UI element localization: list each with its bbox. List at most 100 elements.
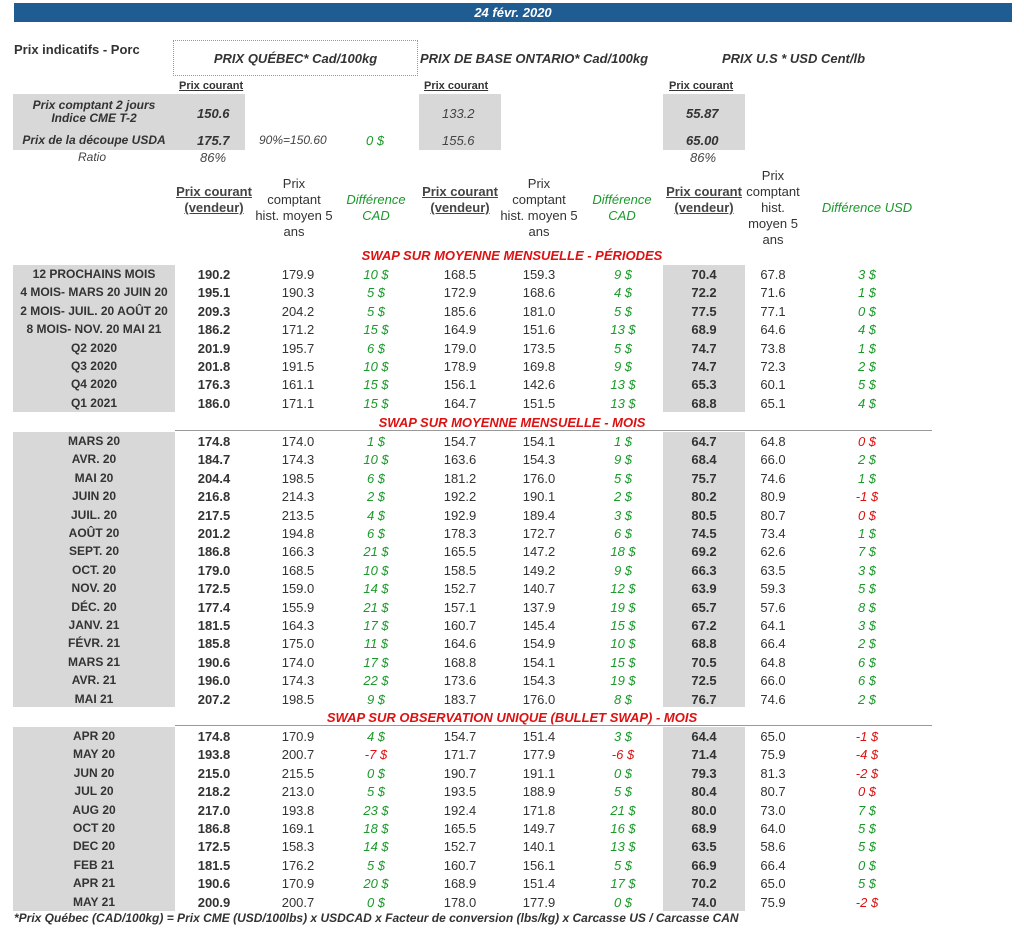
row-label-cell: MAY 21 <box>72 894 116 909</box>
qc-diff-cell: 5 $ <box>366 285 386 301</box>
on-courant-cell: 178.0 <box>443 894 477 910</box>
on-comptant-value: 133.2 <box>442 106 475 121</box>
on-diff-cell: 5 $ <box>613 470 633 486</box>
table-row: AVR. 21 196.0 174.3 22 $ 173.6 154.3 19 $ 72.5 6… <box>0 672 1024 691</box>
on-diff-cell: 15 $ <box>610 654 636 670</box>
table-row: Q1 2021 186.0 171.1 15 $ 164.7 151.5 13 $ 68.8 6… <box>0 395 1024 414</box>
on-courant-cell: 192.9 <box>443 507 477 523</box>
qc-diff-cell: 15 $ <box>363 322 389 338</box>
row-label-cell: OCT 20 <box>72 821 115 835</box>
on-hist-cell: 140.1 <box>522 839 556 855</box>
section2-us-bg <box>663 432 745 707</box>
row-label-cell: APR 20 <box>72 729 116 743</box>
row-label-cell: MARS 21 <box>67 654 120 669</box>
row-label-cell: 2 MOIS- JUIL. 20 AOÛT 20 <box>20 303 168 318</box>
qc-hist-cell: 214.3 <box>281 489 315 505</box>
qc-courant-cell: 201.9 <box>197 340 231 356</box>
us-courant-cell: 65.3 <box>691 377 717 393</box>
us-courant-cell: 68.9 <box>691 322 717 338</box>
on-hist-cell: 151.6 <box>522 322 556 338</box>
qc-courant-cell: 186.2 <box>197 322 231 338</box>
on-diff-cell: 3 $ <box>613 729 633 744</box>
us-column-title: PRIX U.S * USD Cent/lb <box>722 51 866 66</box>
qc-diff-cell: 21 $ <box>363 599 389 615</box>
us-diff-cell: -4 $ <box>855 747 879 763</box>
qc-hist-cell: 155.9 <box>281 599 315 615</box>
qc-courant-cell: 207.2 <box>197 691 231 707</box>
us-diff-cell: 7 $ <box>857 802 877 818</box>
row-label-cell: APR 21 <box>72 876 116 891</box>
qc-courant-cell: 172.5 <box>197 581 231 597</box>
qc-ratio-value: 86% <box>200 150 227 165</box>
table-row: 2 MOIS- JUIL. 20 AOÛT 20 209.3 204.2 5 $ 185… <box>0 303 1024 322</box>
section2-title: SWAP SUR MOYENNE MENSUELLE - MOIS <box>378 415 646 430</box>
qc-hist-cell: 213.0 <box>281 784 315 800</box>
on-hist-cell: 156.1 <box>522 857 556 873</box>
row-label-cell: JUIL. 20 <box>70 507 118 522</box>
row-label-cell: SEPT. 20 <box>68 544 120 559</box>
on-courant-cell: 165.5 <box>443 544 477 560</box>
us-hist-cell: 57.6 <box>760 599 786 615</box>
us-hist-cell: 58.6 <box>760 839 786 855</box>
qc-diff-cell: 4 $ <box>366 507 386 523</box>
row-label-cell: 8 MOIS- NOV. 20 MAI 21 <box>26 322 162 337</box>
on-diff-cell: 3 $ <box>613 507 633 523</box>
row-label-cell: JUN 20 <box>73 765 115 780</box>
on-courant-cell: 158.5 <box>443 562 477 578</box>
us-courant-cell: 80.4 <box>691 784 717 800</box>
us-hist-cell: 80.7 <box>760 507 786 523</box>
us-diff-cell: 5 $ <box>857 821 877 836</box>
on-diff-cell: 8 $ <box>613 691 633 707</box>
row-label-cell: MAY 20 <box>72 747 116 762</box>
on-hist-cell: 176.0 <box>522 470 556 486</box>
row-label-cell: MARS 20 <box>67 434 120 448</box>
us-courant-cell: 74.0 <box>691 894 717 910</box>
table-row: JUL 20 218.2 213.0 5 $ 193.5 188.9 5 $ 80.4 80.7… <box>0 783 1024 802</box>
table-row: AVR. 20 184.7 174.3 10 $ 163.6 154.3 9 $ 68.4 66… <box>0 451 1024 470</box>
qc-courant-cell: 190.2 <box>197 267 231 282</box>
us-diff-cell: 0 $ <box>857 507 877 523</box>
on-hist-cell: 154.3 <box>522 452 556 468</box>
qc-hist-cell: 190.3 <box>281 285 315 301</box>
us-courant-cell: 70.5 <box>691 654 717 670</box>
qc-courant-cell: 218.2 <box>197 784 231 800</box>
us-hist-cell: 74.6 <box>760 470 786 486</box>
on-diff-cell: 1 $ <box>613 434 633 449</box>
row-label-cell: 4 MOIS- MARS 20 JUIN 20 <box>20 285 168 300</box>
qc-diff-cell: 15 $ <box>363 395 389 411</box>
us-diff-cell: 0 $ <box>857 303 877 319</box>
qc-diff-cell: 5 $ <box>366 303 386 319</box>
on-hist-cell: 154.9 <box>522 636 556 652</box>
on-hist-cell: 154.1 <box>522 434 556 449</box>
us-hist-cell: 77.1 <box>760 303 786 319</box>
row-label-cell: Q1 2021 <box>70 395 118 410</box>
qc-diff-cell: -7 $ <box>364 747 388 763</box>
on-diff-cell: 12 $ <box>610 581 636 597</box>
on-hist-cell: 171.8 <box>522 802 556 818</box>
us-courant-cell: 80.2 <box>691 489 717 505</box>
table-row: DEC 20 172.5 158.3 14 $ 152.7 140.1 13 $ 63.5 58… <box>0 838 1024 857</box>
table-row: Q2 2020 201.9 195.7 6 $ 179.0 173.5 5 $ 74.7 73.… <box>0 340 1024 359</box>
on-hist-cell: 189.4 <box>522 507 556 523</box>
us-hist-cell: 64.1 <box>760 618 786 633</box>
us-hist-cell: 65.0 <box>760 876 786 892</box>
quebec-column-title: PRIX QUÉBEC* Cad/100kg <box>213 50 378 66</box>
qc-courant-cell: 217.5 <box>197 507 231 523</box>
table-row: MARS 20 174.8 174.0 1 $ 154.7 154.1 1 $ 64.7 64.… <box>0 433 1024 452</box>
qc-hist-cell: 168.5 <box>281 562 315 578</box>
on-courant-cell: 179.0 <box>443 340 477 356</box>
us-courant-cell: 79.3 <box>691 765 717 781</box>
row-label-cell: MAI 21 <box>74 691 114 706</box>
us-diff-cell: 7 $ <box>857 544 877 560</box>
qc-diff-cell: 5 $ <box>366 857 386 873</box>
on-hist-cell: 177.9 <box>522 747 556 763</box>
table-row: APR 20 174.8 170.9 4 $ 154.7 151.4 3 $ 64.4 65.0… <box>0 728 1024 747</box>
qc-diff-cell: 11 $ <box>363 636 389 652</box>
label-decoupe: Prix de la découpe USDA <box>22 133 166 147</box>
on-hist-cell: 149.2 <box>522 562 556 578</box>
qc-diff-cell: 22 $ <box>363 673 389 689</box>
footnote: *Prix Québec (CAD/100kg) = Prix CME (USD… <box>14 911 739 925</box>
us-diff-cell: 5 $ <box>857 839 877 855</box>
us-courant-cell: 65.7 <box>691 599 717 615</box>
us-courant-cell: 75.7 <box>691 470 717 486</box>
